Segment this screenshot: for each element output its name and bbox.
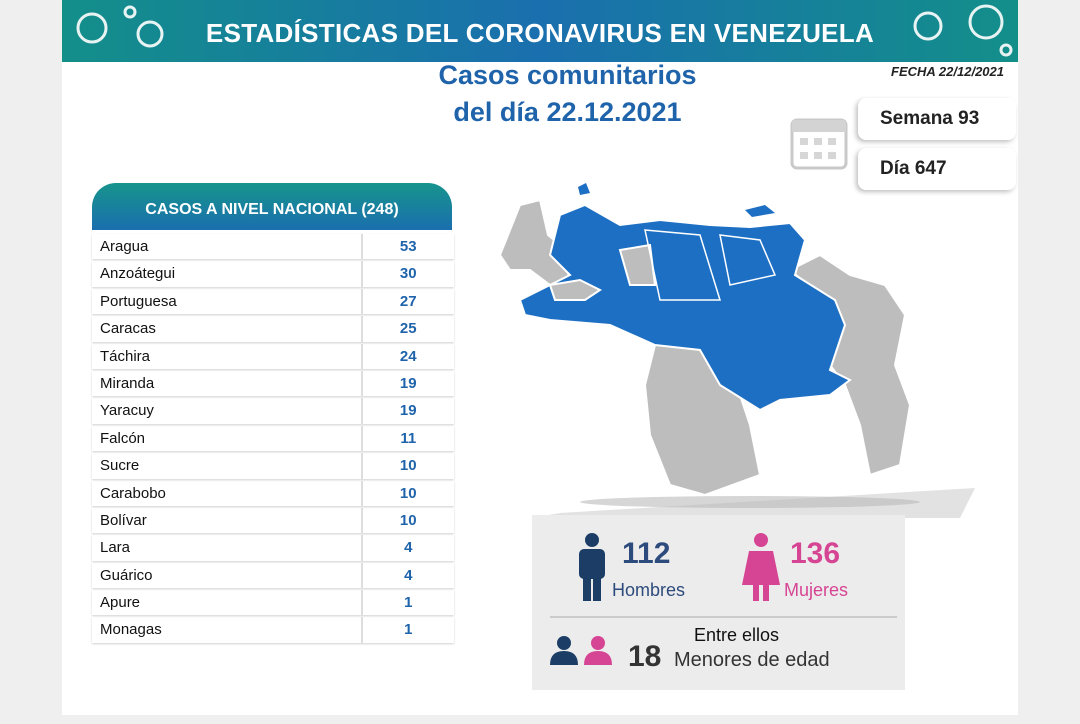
case-count: 10 bbox=[399, 457, 417, 475]
table-row: Anzoátegui 30 bbox=[92, 261, 454, 287]
case-count: 4 bbox=[404, 566, 413, 584]
state-name: Caracas bbox=[92, 316, 363, 342]
state-name: Portuguesa bbox=[92, 288, 363, 315]
case-count: 24 bbox=[399, 347, 417, 365]
table-row: Sucre 10 bbox=[92, 453, 454, 479]
men-label: Hombres bbox=[612, 580, 686, 600]
state-name: Guárico bbox=[92, 562, 363, 589]
table-header: CASOS A NIVEL NACIONAL (248) bbox=[92, 183, 452, 230]
women-label: Mujeres bbox=[784, 580, 849, 600]
state-name: Carabobo bbox=[92, 480, 363, 506]
women-count: 136 bbox=[790, 537, 841, 570]
table-row: Apure 1 bbox=[92, 590, 454, 616]
table-row: Guárico 4 bbox=[92, 562, 454, 589]
case-count: 30 bbox=[399, 265, 417, 283]
date: FECHA 22/12/2021 bbox=[891, 64, 1004, 79]
virus-icons bbox=[76, 4, 1013, 57]
state-name: Miranda bbox=[92, 370, 363, 397]
table-row: Miranda 19 bbox=[92, 370, 454, 397]
table-row: Falcón 11 bbox=[92, 425, 454, 452]
table-row: Lara 4 bbox=[92, 535, 454, 561]
case-count: 1 bbox=[404, 594, 413, 612]
subtitle: Casos comunitarios bbox=[438, 60, 697, 90]
state-name: Anzoátegui bbox=[92, 261, 363, 287]
day: Día 647 bbox=[858, 148, 1016, 190]
table-row: Portuguesa 27 bbox=[92, 288, 454, 315]
week: Semana 93 bbox=[858, 98, 1016, 140]
state-name: Táchira bbox=[92, 343, 363, 369]
table-row: Caracas 25 bbox=[92, 316, 454, 342]
case-count: 19 bbox=[399, 374, 417, 392]
state-name: Monagas bbox=[92, 617, 363, 643]
state-name: Falcón bbox=[92, 425, 363, 452]
person-icons bbox=[550, 533, 897, 665]
state-name: Sucre bbox=[92, 453, 363, 479]
table-row: Táchira 24 bbox=[92, 343, 454, 369]
case-count: 4 bbox=[404, 539, 413, 557]
state-name: Yaracuy bbox=[92, 398, 363, 424]
state-name: Aragua bbox=[92, 234, 363, 260]
case-count: 1 bbox=[404, 621, 413, 639]
state-name: Lara bbox=[92, 535, 363, 561]
table-row: Aragua 53 bbox=[92, 234, 454, 260]
title: ESTADÍSTICAS DEL CORONAVIRUS EN VENEZUEL… bbox=[205, 18, 875, 48]
table-row: Bolívar 10 bbox=[92, 507, 454, 534]
minors-label: Menores de edad bbox=[674, 649, 830, 671]
table: Aragua 53 Anzoátegui 30 Portuguesa 27 Caracas 2… bbox=[92, 234, 454, 645]
case-count: 11 bbox=[400, 429, 417, 447]
case-count: 25 bbox=[399, 320, 417, 338]
minors-count: 18 bbox=[628, 640, 662, 673]
table-title: CASOS A NIVEL NACIONAL bbox=[145, 201, 357, 218]
table-row: Yaracuy 19 bbox=[92, 398, 454, 424]
case-count: 53 bbox=[399, 238, 417, 255]
minors-intro: Entre ellos bbox=[694, 625, 780, 645]
case-count: 10 bbox=[399, 511, 417, 529]
table-row: Carabobo 10 bbox=[92, 480, 454, 506]
case-count: 27 bbox=[399, 292, 417, 310]
calendar-icon bbox=[790, 118, 848, 170]
men-count: 112 bbox=[622, 537, 671, 570]
case-count: 19 bbox=[399, 402, 417, 420]
state-name: Bolívar bbox=[92, 507, 363, 534]
map bbox=[498, 183, 912, 495]
table-row: Monagas 1 bbox=[92, 617, 454, 643]
state-name: Apure bbox=[92, 590, 363, 616]
subtitle: del día 22.12.2021 bbox=[453, 97, 682, 127]
platform-shadow bbox=[532, 488, 975, 518]
table-total: (248) bbox=[361, 201, 399, 218]
banner bbox=[62, 0, 1018, 62]
case-count: 10 bbox=[399, 484, 417, 502]
